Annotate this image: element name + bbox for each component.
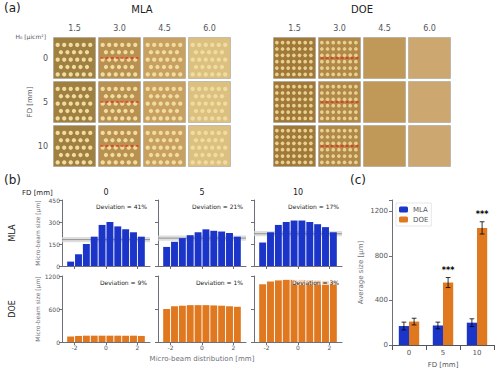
svg-text:2: 2 (232, 344, 236, 351)
svg-text:Deviation = 21%: Deviation = 21% (192, 203, 243, 210)
svg-text:MLA: MLA (413, 206, 428, 214)
svg-text:Micro-beam size [μm]: Micro-beam size [μm] (34, 200, 42, 265)
svg-text:5: 5 (199, 188, 204, 197)
svg-text:5: 5 (43, 98, 48, 107)
svg-text:0: 0 (56, 263, 60, 270)
svg-text:600: 600 (49, 306, 61, 313)
svg-text:FD [mm]: FD [mm] (26, 86, 34, 117)
svg-text:***: *** (442, 266, 455, 275)
svg-text:0: 0 (296, 344, 300, 351)
svg-text:3.0: 3.0 (113, 24, 126, 33)
svg-text:0: 0 (384, 341, 388, 349)
svg-text:DOE: DOE (8, 300, 17, 318)
svg-text:0: 0 (56, 339, 60, 346)
svg-text:1200: 1200 (370, 207, 388, 215)
svg-text:1200: 1200 (45, 273, 60, 280)
svg-text:10: 10 (38, 142, 48, 151)
svg-text:150: 150 (49, 241, 61, 248)
svg-text:H₀ [μicm²]: H₀ [μicm²] (15, 33, 46, 41)
svg-text:1.5: 1.5 (288, 24, 301, 33)
svg-text:Deviation = 41%: Deviation = 41% (96, 203, 147, 210)
svg-text:6.0: 6.0 (423, 24, 436, 33)
svg-text:3.0: 3.0 (333, 24, 346, 33)
svg-text:0: 0 (103, 188, 108, 197)
svg-text:0: 0 (200, 344, 204, 351)
svg-text:MLA: MLA (131, 4, 152, 15)
svg-text:Micro-beam distribution [mm]: Micro-beam distribution [mm] (150, 355, 255, 363)
svg-text:4.5: 4.5 (378, 24, 391, 33)
svg-text:Deviation = 9%: Deviation = 9% (100, 279, 147, 286)
svg-text:400: 400 (375, 296, 388, 304)
svg-text:450: 450 (49, 197, 61, 204)
svg-text:Deviation = 1%: Deviation = 1% (196, 279, 243, 286)
svg-text:(a): (a) (4, 1, 21, 15)
svg-text:10: 10 (473, 349, 482, 357)
svg-text:-2: -2 (264, 344, 270, 351)
svg-text:1.5: 1.5 (68, 24, 81, 33)
svg-text:MLA: MLA (8, 224, 17, 242)
svg-text:FD [mm]: FD [mm] (428, 361, 459, 369)
svg-text:-2: -2 (168, 344, 174, 351)
svg-text:(c): (c) (350, 173, 366, 187)
svg-text:***: *** (476, 210, 489, 219)
svg-text:800: 800 (375, 252, 388, 260)
svg-text:-2: -2 (72, 344, 78, 351)
svg-text:2: 2 (328, 344, 332, 351)
svg-text:(b): (b) (4, 173, 21, 187)
svg-text:6.0: 6.0 (203, 24, 216, 33)
svg-text:5: 5 (441, 349, 445, 357)
svg-text:10: 10 (293, 188, 303, 197)
svg-text:DOE: DOE (351, 4, 373, 15)
svg-text:0: 0 (104, 344, 108, 351)
svg-text:0: 0 (407, 349, 411, 357)
svg-text:4.5: 4.5 (158, 24, 171, 33)
svg-text:0: 0 (43, 54, 48, 63)
svg-text:FD [mm]: FD [mm] (22, 189, 53, 197)
svg-text:2: 2 (136, 344, 140, 351)
svg-text:Deviation = 17%: Deviation = 17% (288, 203, 339, 210)
svg-text:Deviation = 3%: Deviation = 3% (292, 279, 339, 286)
svg-text:300: 300 (49, 219, 61, 226)
svg-text:Micro-beam size [μm]: Micro-beam size [μm] (34, 276, 42, 341)
svg-text:Average size [μm]: Average size [μm] (357, 240, 365, 304)
svg-text:DOE: DOE (413, 216, 428, 224)
